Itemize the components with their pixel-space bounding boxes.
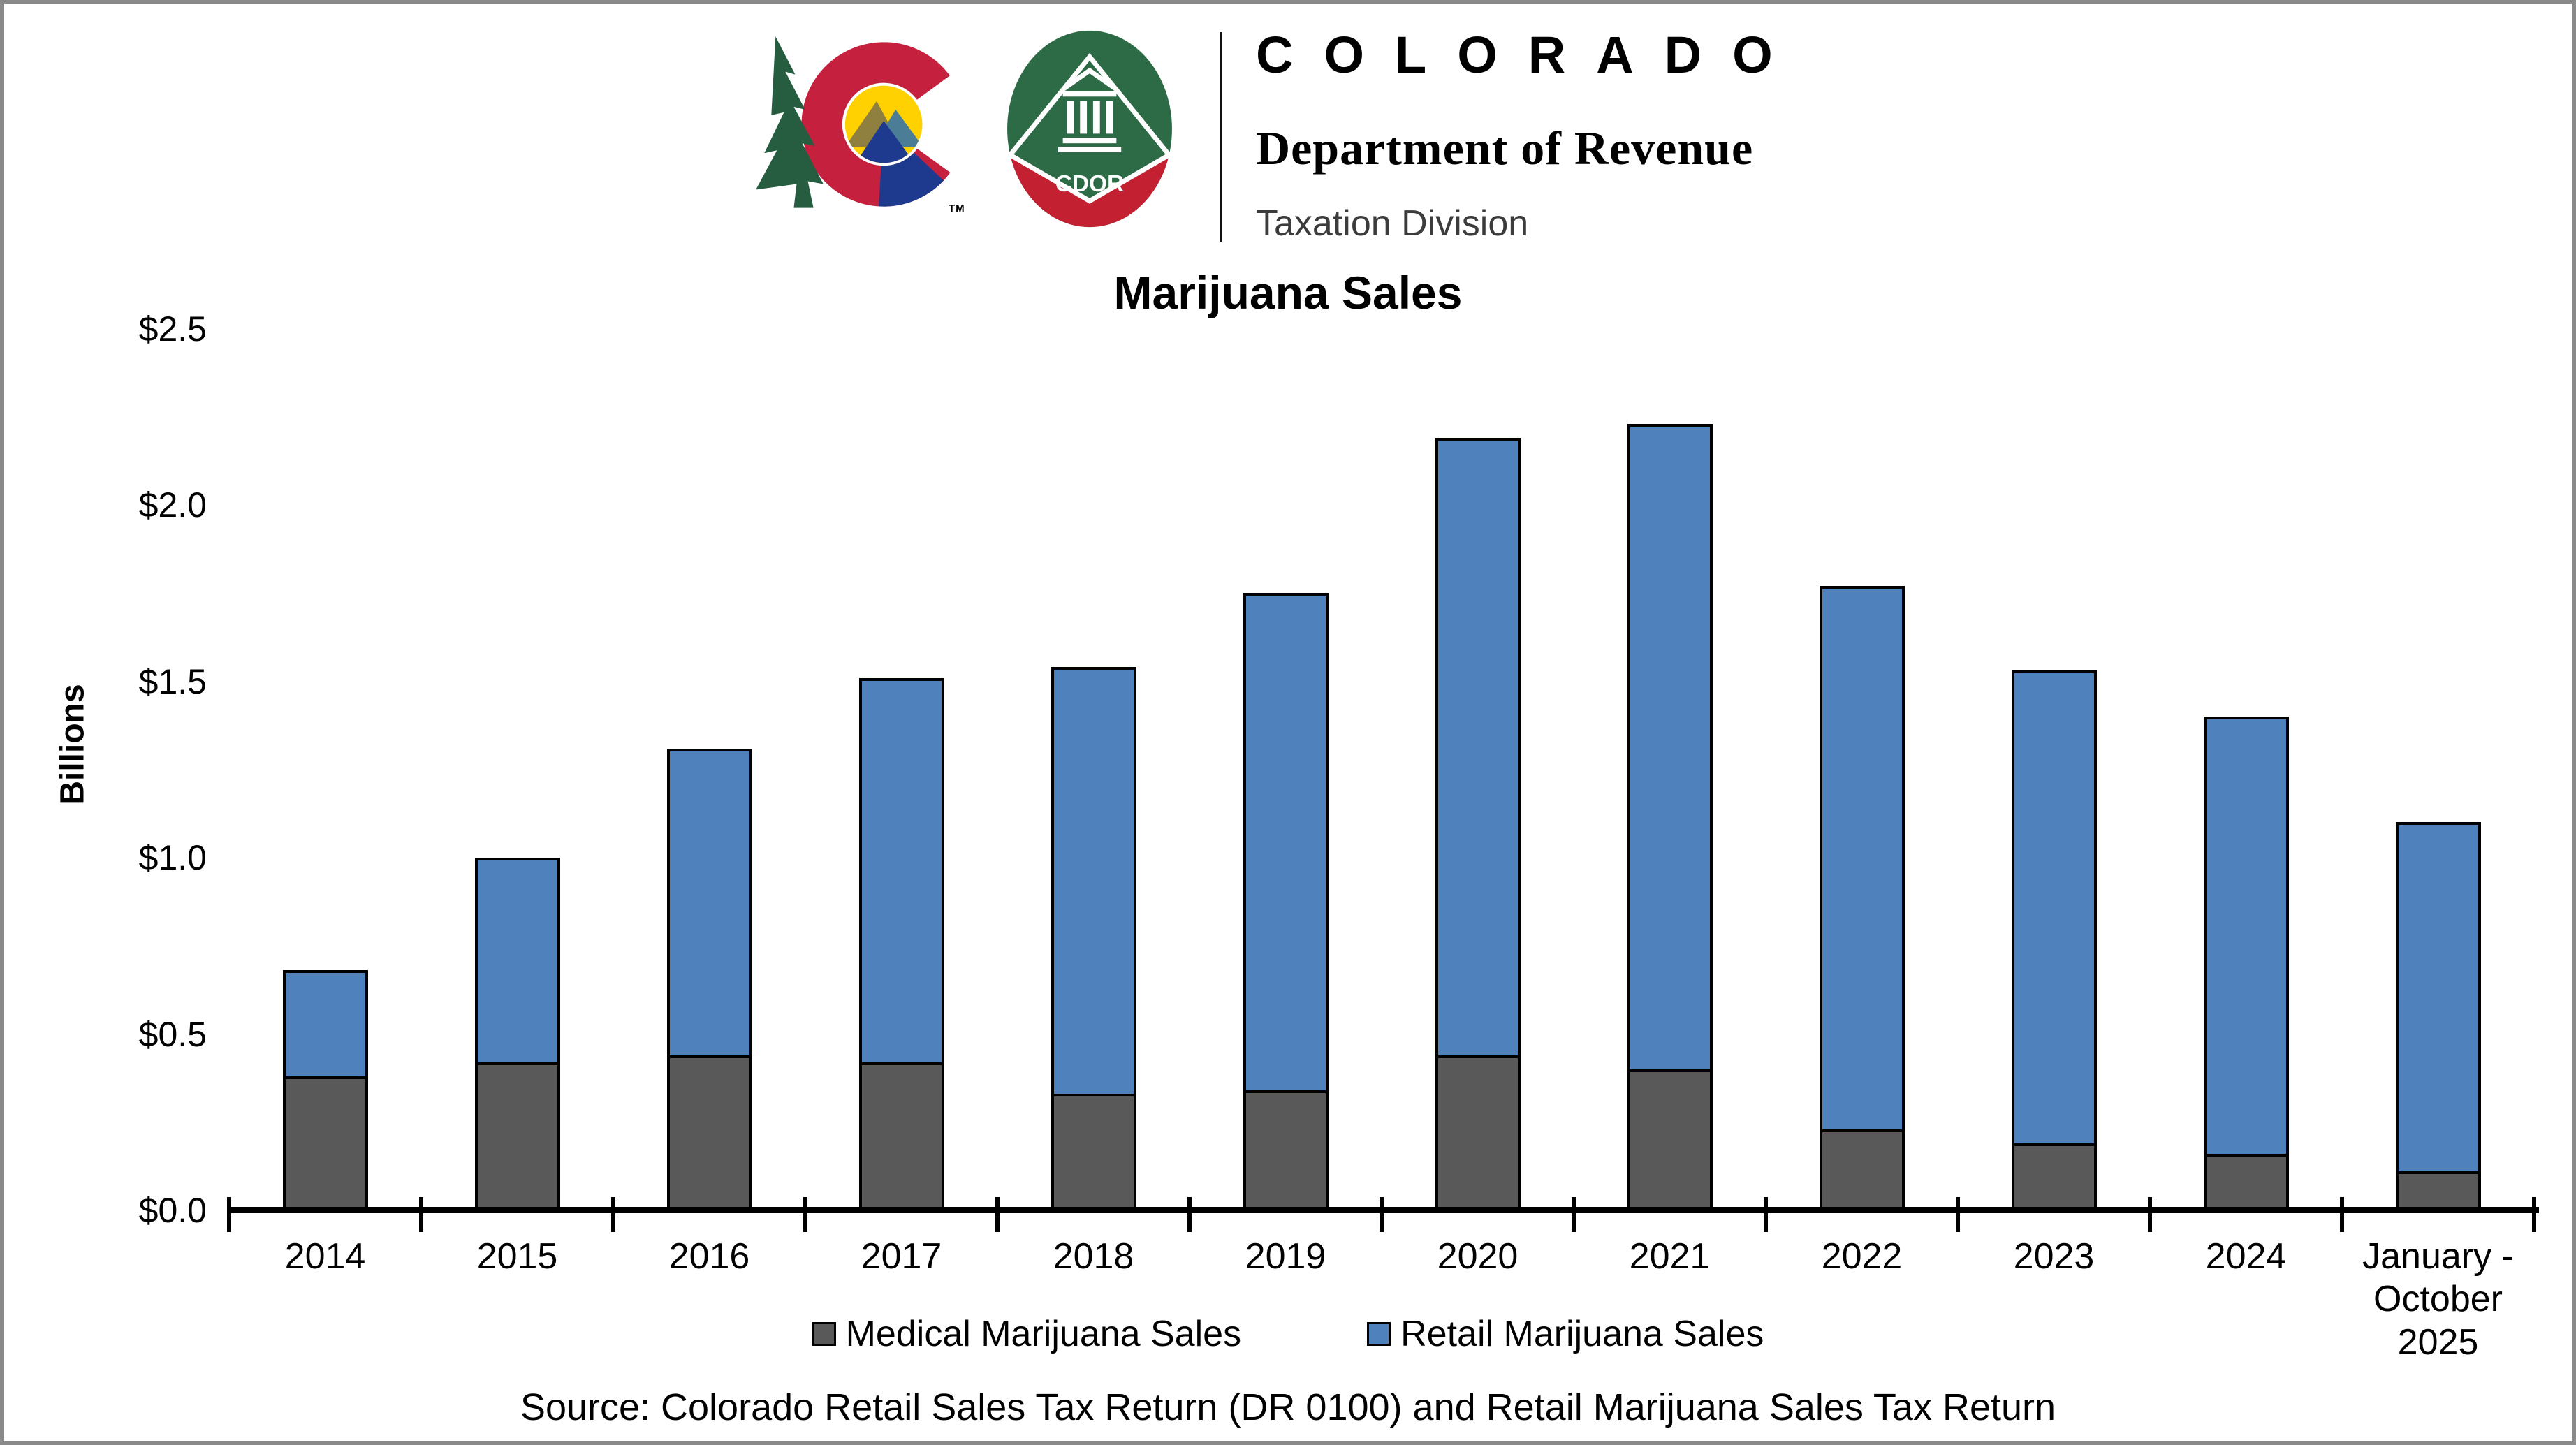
- brand-divider-line: [1220, 32, 1222, 242]
- bar-2024: [2203, 717, 2289, 1210]
- medical-segment: [474, 1062, 560, 1210]
- x-axis-tick: [419, 1197, 423, 1232]
- x-axis-tick: [1572, 1197, 1576, 1232]
- y-tick-label: $2.5: [138, 309, 207, 349]
- retail-segment: [1627, 424, 1713, 1069]
- bar-2017: [858, 678, 944, 1210]
- x-axis-tick: [2148, 1197, 2152, 1232]
- y-tick-label: $2.0: [138, 485, 207, 525]
- header-brand: TM CDOR COLORADO Department of Reven: [4, 4, 2572, 270]
- x-tick-label: 2014: [284, 1236, 366, 1277]
- brand-name: COLORADO: [1256, 26, 1803, 84]
- medical-segment: [1051, 1094, 1136, 1210]
- x-axis-tick: [995, 1197, 1000, 1232]
- colorado-state-logo: [756, 36, 966, 208]
- bar-2016: [666, 749, 752, 1210]
- x-tick-label: 2018: [1053, 1236, 1134, 1277]
- bar-2021: [1627, 424, 1713, 1210]
- x-tick-label: 2017: [861, 1236, 942, 1277]
- retail-segment: [2203, 717, 2289, 1154]
- y-tick-label: $1.5: [138, 661, 207, 701]
- bar-2022: [1819, 586, 1905, 1210]
- bar-2019: [1243, 593, 1329, 1210]
- x-axis-tick: [1187, 1197, 1192, 1232]
- retail-segment: [2011, 670, 2097, 1143]
- bar-january---october-2025: [2395, 822, 2481, 1210]
- retail-segment: [1819, 586, 1905, 1129]
- medical-segment: [1627, 1069, 1713, 1210]
- x-axis-line: [227, 1207, 2539, 1213]
- chart-title: Marijuana Sales: [1113, 267, 1463, 318]
- y-tick-label: $0.5: [138, 1014, 207, 1054]
- cdor-logo: CDOR: [1007, 30, 1172, 228]
- y-tick-label: $0.0: [138, 1191, 207, 1230]
- x-tick-label: 2016: [668, 1236, 750, 1277]
- bar-2015: [474, 858, 560, 1210]
- retail-segment: [1243, 593, 1329, 1090]
- x-tick-label: 2015: [476, 1236, 558, 1277]
- bar-2018: [1051, 667, 1136, 1210]
- medical-segment: [666, 1055, 752, 1210]
- x-axis-tick: [227, 1197, 231, 1232]
- x-axis-tick: [803, 1197, 807, 1232]
- medical-series-swatch-icon: [812, 1322, 836, 1346]
- retail-segment: [282, 970, 368, 1076]
- x-axis-tick: [1764, 1197, 1768, 1232]
- retail-segment: [858, 678, 944, 1062]
- x-axis-tick: [1956, 1197, 1960, 1232]
- pine-tree-icon: [756, 36, 824, 208]
- trademark-mark: TM: [949, 203, 965, 214]
- brand-department: Department of Revenue: [1256, 122, 1754, 175]
- retail-series-swatch-icon: [1367, 1322, 1391, 1346]
- x-tick-label: 2023: [2013, 1236, 2095, 1277]
- y-tick-label: $1.0: [138, 838, 207, 877]
- bar-2023: [2011, 670, 2097, 1210]
- retail-segment: [2395, 822, 2481, 1171]
- retail-segment: [1435, 438, 1521, 1055]
- x-tick-label: 2019: [1245, 1236, 1326, 1277]
- medical-segment: [2203, 1154, 2289, 1210]
- x-axis-tick: [611, 1197, 615, 1232]
- retail-segment: [1051, 667, 1136, 1094]
- source-note: Source: Colorado Retail Sales Tax Return…: [520, 1386, 2056, 1428]
- medical-segment: [1435, 1055, 1521, 1210]
- legend-label-retail: Retail Marijuana Sales: [1400, 1314, 1764, 1354]
- x-tick-label: 2024: [2205, 1236, 2287, 1277]
- retail-segment: [474, 858, 560, 1062]
- medical-segment: [2011, 1143, 2097, 1210]
- medical-segment: [858, 1062, 944, 1210]
- medical-segment: [2395, 1171, 2481, 1210]
- columns-building-icon: [1058, 67, 1122, 152]
- x-axis-tick: [2532, 1197, 2536, 1232]
- legend-label-medical: Medical Marijuana Sales: [845, 1314, 1242, 1354]
- bar-2020: [1435, 438, 1521, 1210]
- cdor-acronym-text: CDOR: [1055, 171, 1124, 197]
- medical-segment: [282, 1076, 368, 1210]
- y-axis-title: Billions: [54, 684, 92, 805]
- bar-2014: [282, 970, 368, 1210]
- brand-division: Taxation Division: [1256, 203, 1529, 244]
- legend-item-retail: Retail Marijuana Sales: [1367, 1316, 1764, 1352]
- legend-item-medical: Medical Marijuana Sales: [812, 1314, 1242, 1354]
- retail-segment: [666, 749, 752, 1055]
- x-tick-label: 2022: [1821, 1236, 1903, 1277]
- medical-segment: [1243, 1090, 1329, 1210]
- x-tick-label: 2020: [1437, 1236, 1518, 1277]
- x-tick-label: 2021: [1629, 1236, 1711, 1277]
- x-axis-tick: [2340, 1197, 2344, 1232]
- x-axis-tick: [1380, 1197, 1384, 1232]
- medical-segment: [1819, 1129, 1905, 1210]
- chart-legend: Medical Marijuana Sales Retail Marijuana…: [4, 1316, 2572, 1352]
- x-tick-label: January - October 2025: [2362, 1236, 2514, 1363]
